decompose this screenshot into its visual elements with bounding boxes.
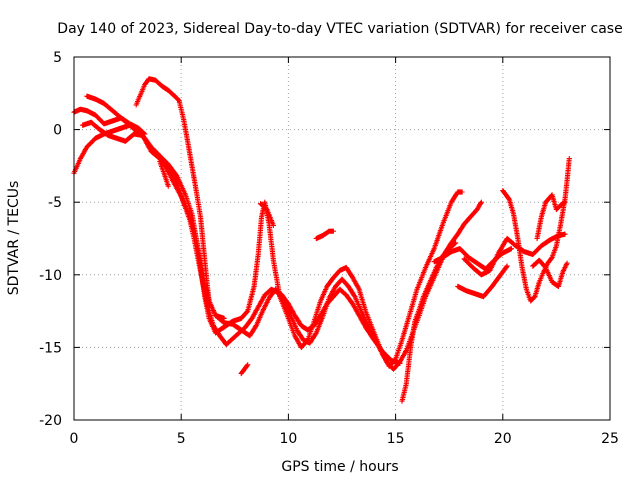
x-tick-label: 20 [494,431,512,447]
data-markers [71,76,572,404]
x-tick-label: 10 [279,431,297,447]
series-track-b [71,106,484,372]
series-track-o [534,192,568,242]
marker-trace [84,93,148,137]
marker-trace [455,263,510,300]
marker-trace [534,192,568,242]
series-track-h [257,201,276,228]
y-tick-label: -15 [39,340,62,356]
x-tick-label: 15 [387,431,405,447]
marker-trace [71,122,465,369]
marker-trace [238,362,251,377]
y-tick-label: -10 [39,268,62,284]
x-tick-label: 25 [601,431,619,447]
series-track-g [238,362,251,377]
marker-trace [500,156,572,304]
marker-trace [313,228,336,242]
y-axis-label: SDTVAR / TECUs [6,181,22,296]
y-tick-label: -5 [48,195,62,211]
x-axis-label: GPS time / hours [281,459,398,475]
series-track-n [500,156,572,304]
y-tick-label: 0 [53,123,62,139]
series-track-j [399,240,459,404]
marker-trace [133,76,227,321]
y-tick-labels: -20 -15 -10 -5 0 5 [39,50,62,429]
series-track-p [530,257,570,289]
x-tick-label: 5 [177,431,186,447]
marker-trace [80,119,403,366]
chart-title: Day 140 of 2023, Sidereal Day-to-day VTE… [57,21,622,37]
series-track-d [84,93,148,137]
marker-trace [257,201,276,228]
series-track-m [455,263,510,300]
series-track-e [133,76,227,321]
y-tick-label: 5 [53,50,62,66]
series-track-a [71,122,465,369]
axis-ticks [73,56,611,421]
marker-trace [157,158,171,189]
series-track-i [313,228,336,242]
marker-trace [530,257,570,289]
plot-frame [73,56,611,421]
x-tick-label: 0 [70,431,79,447]
gridlines [74,57,610,420]
marker-trace [71,106,484,372]
series-track-c [80,119,403,366]
y-tick-label: -20 [39,413,62,429]
marker-trace [399,240,459,404]
series-track-f [157,158,171,189]
x-tick-labels: 0 5 10 15 20 25 [70,431,619,447]
